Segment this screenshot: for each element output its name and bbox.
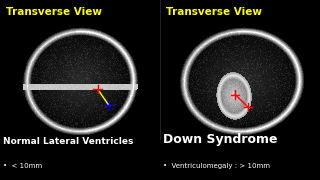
Text: Transverse View: Transverse View bbox=[6, 7, 102, 17]
Text: Down Syndrome: Down Syndrome bbox=[163, 133, 278, 146]
Text: Normal Lateral Ventricles: Normal Lateral Ventricles bbox=[3, 137, 133, 146]
Bar bbox=[0, 140, 320, 180]
Text: Transverse View: Transverse View bbox=[166, 7, 262, 17]
Text: •  < 10mm: • < 10mm bbox=[3, 163, 42, 169]
Text: •  Ventriculomegaly : > 10mm: • Ventriculomegaly : > 10mm bbox=[163, 163, 270, 169]
